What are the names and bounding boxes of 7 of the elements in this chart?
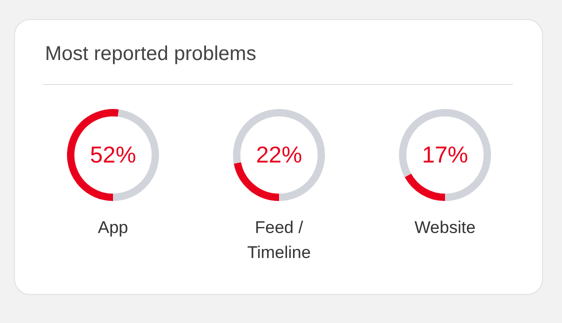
text: 17%	[422, 141, 468, 168]
text: 22%	[256, 141, 302, 168]
slice-label: Website	[413, 217, 477, 239]
text: 52%	[90, 141, 136, 168]
chart-title: Most reported problems	[45, 43, 256, 66]
slice-label: Feed / Timeline	[246, 217, 312, 264]
slice-label: App	[96, 217, 130, 239]
